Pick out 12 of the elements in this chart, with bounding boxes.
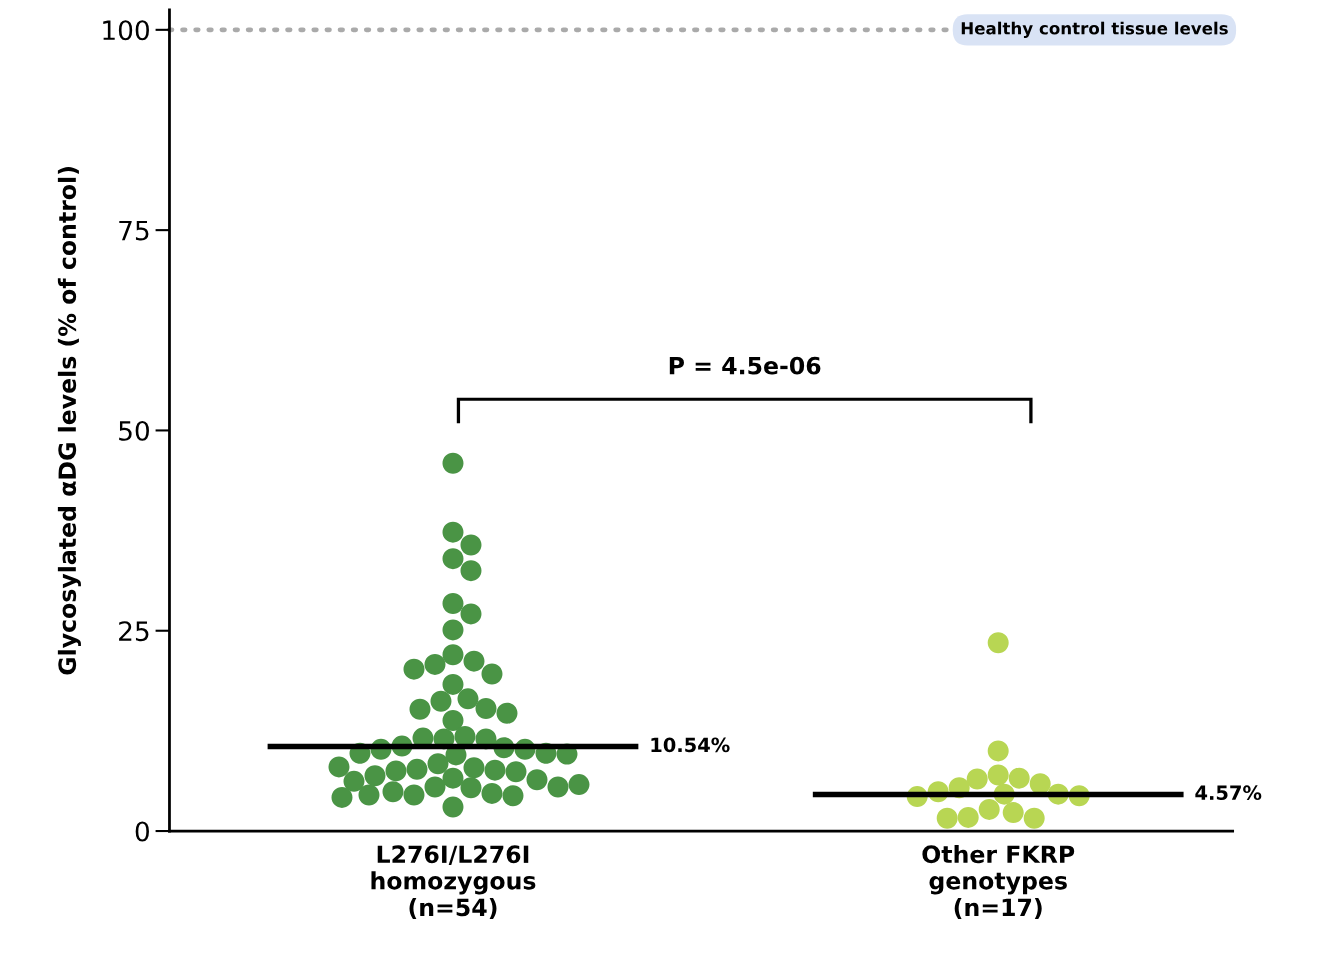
y-axis-title: Glycosylated αDG levels (% of control) [57,167,81,675]
ref-line-label: 4.57% [1195,785,1262,801]
y-tick-label: 75 [119,220,149,241]
y-tick-label: 100 [103,20,149,41]
x-tick-label: Other FKRP genotypes (n=17) [922,844,1075,920]
y-tick-label: 25 [119,621,149,642]
y-tick-label: 50 [119,420,149,441]
annotation: P = 4.5e-06 [669,356,821,375]
ref-line-label: Healthy control tissue levels [961,21,1228,38]
ref-line-label: 10.54% [651,737,730,753]
y-tick-label: 0 [135,821,149,842]
x-tick-label: L276I/L276I homozygous (n=54) [371,845,536,920]
